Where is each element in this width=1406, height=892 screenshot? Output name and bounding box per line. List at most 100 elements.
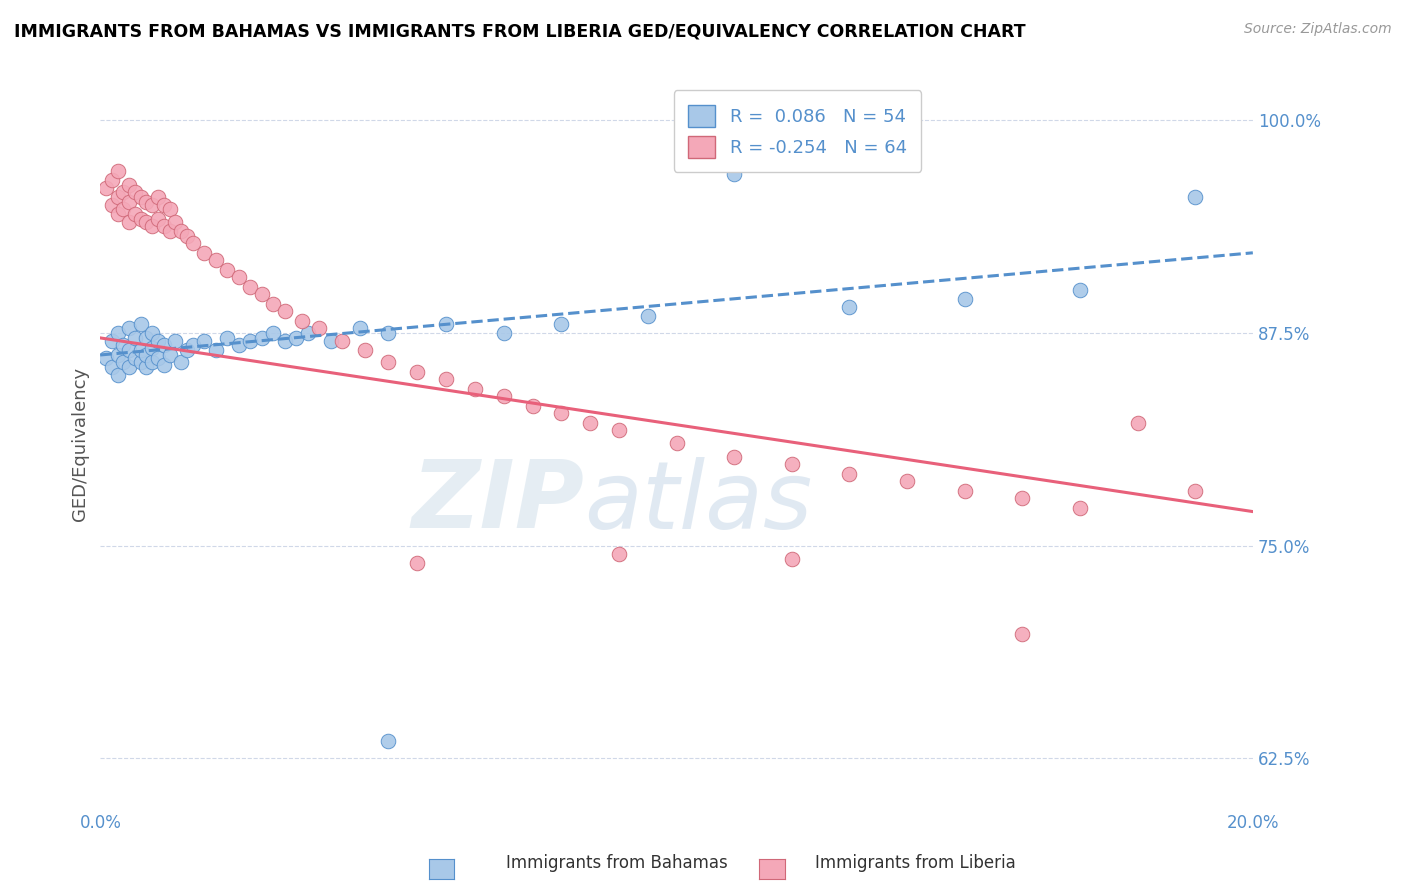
Point [107,348,129,362]
Point [1069,501,1091,516]
Point [112,337,135,351]
Point [193,334,215,349]
Point [124,207,146,221]
Point [377,326,399,340]
Point [217,262,239,277]
Point [170,355,193,369]
Text: Source: ZipAtlas.com: Source: ZipAtlas.com [1244,22,1392,37]
Point [406,365,429,379]
Point [607,423,630,437]
Point [406,556,429,570]
Point [101,359,124,374]
Point [152,198,174,212]
Point [107,207,129,221]
Point [250,286,273,301]
Point [107,189,129,203]
Point [780,457,803,471]
Point [146,351,169,366]
Point [332,334,354,349]
Point [838,300,860,314]
Point [124,331,146,345]
Point [607,547,630,561]
Point [135,348,157,362]
Point [141,219,163,233]
Point [94,181,117,195]
Text: IMMIGRANTS FROM BAHAMAS VS IMMIGRANTS FROM LIBERIA GED/EQUIVALENCY CORRELATION C: IMMIGRANTS FROM BAHAMAS VS IMMIGRANTS FR… [14,22,1026,40]
Point [354,343,377,357]
Point [112,355,135,369]
Point [118,178,141,192]
Point [152,219,174,233]
Point [146,211,169,226]
Point [1184,189,1206,203]
Text: Immigrants from Liberia: Immigrants from Liberia [815,855,1017,872]
Point [492,326,515,340]
Point [262,297,284,311]
Point [165,215,187,229]
Point [579,416,602,430]
Point [129,343,152,357]
Point [159,202,181,216]
Point [107,326,129,340]
Point [838,467,860,482]
Point [1126,416,1149,430]
Point [665,436,688,450]
Text: Immigrants from Bahamas: Immigrants from Bahamas [506,855,728,872]
Point [637,309,659,323]
Point [953,292,976,306]
Point [228,337,250,351]
Point [308,320,330,334]
Point [141,341,163,355]
Point [228,269,250,284]
Point [464,382,486,396]
Point [176,228,198,243]
Point [291,314,314,328]
Point [118,194,141,209]
Point [129,211,152,226]
Point [170,224,193,238]
Point [118,343,141,357]
Point [239,280,262,294]
Point [550,318,572,332]
Point [112,185,135,199]
Point [285,331,308,345]
Point [118,359,141,374]
Point [319,334,342,349]
Point [101,172,124,186]
Point [434,372,457,386]
Point [146,189,169,203]
Point [377,355,399,369]
Point [181,337,204,351]
Point [780,552,803,566]
Point [181,235,204,250]
Text: ZIP: ZIP [412,456,585,548]
Point [1011,627,1033,641]
Point [141,326,163,340]
Point [274,303,297,318]
Point [274,334,297,349]
Point [118,215,141,229]
Text: atlas: atlas [585,457,813,548]
Point [723,450,745,464]
Point [262,326,284,340]
Point [522,399,544,413]
Point [1069,283,1091,297]
Point [112,202,135,216]
Point [129,318,152,332]
Point [165,334,187,349]
Point [101,334,124,349]
Point [204,252,226,267]
Point [434,318,457,332]
Point [723,168,745,182]
Point [176,343,198,357]
Point [250,331,273,345]
Point [135,359,157,374]
Point [101,198,124,212]
Point [107,164,129,178]
Point [141,198,163,212]
Point [107,368,129,383]
Point [159,224,181,238]
Point [135,194,157,209]
Point [152,358,174,372]
Point [297,326,319,340]
